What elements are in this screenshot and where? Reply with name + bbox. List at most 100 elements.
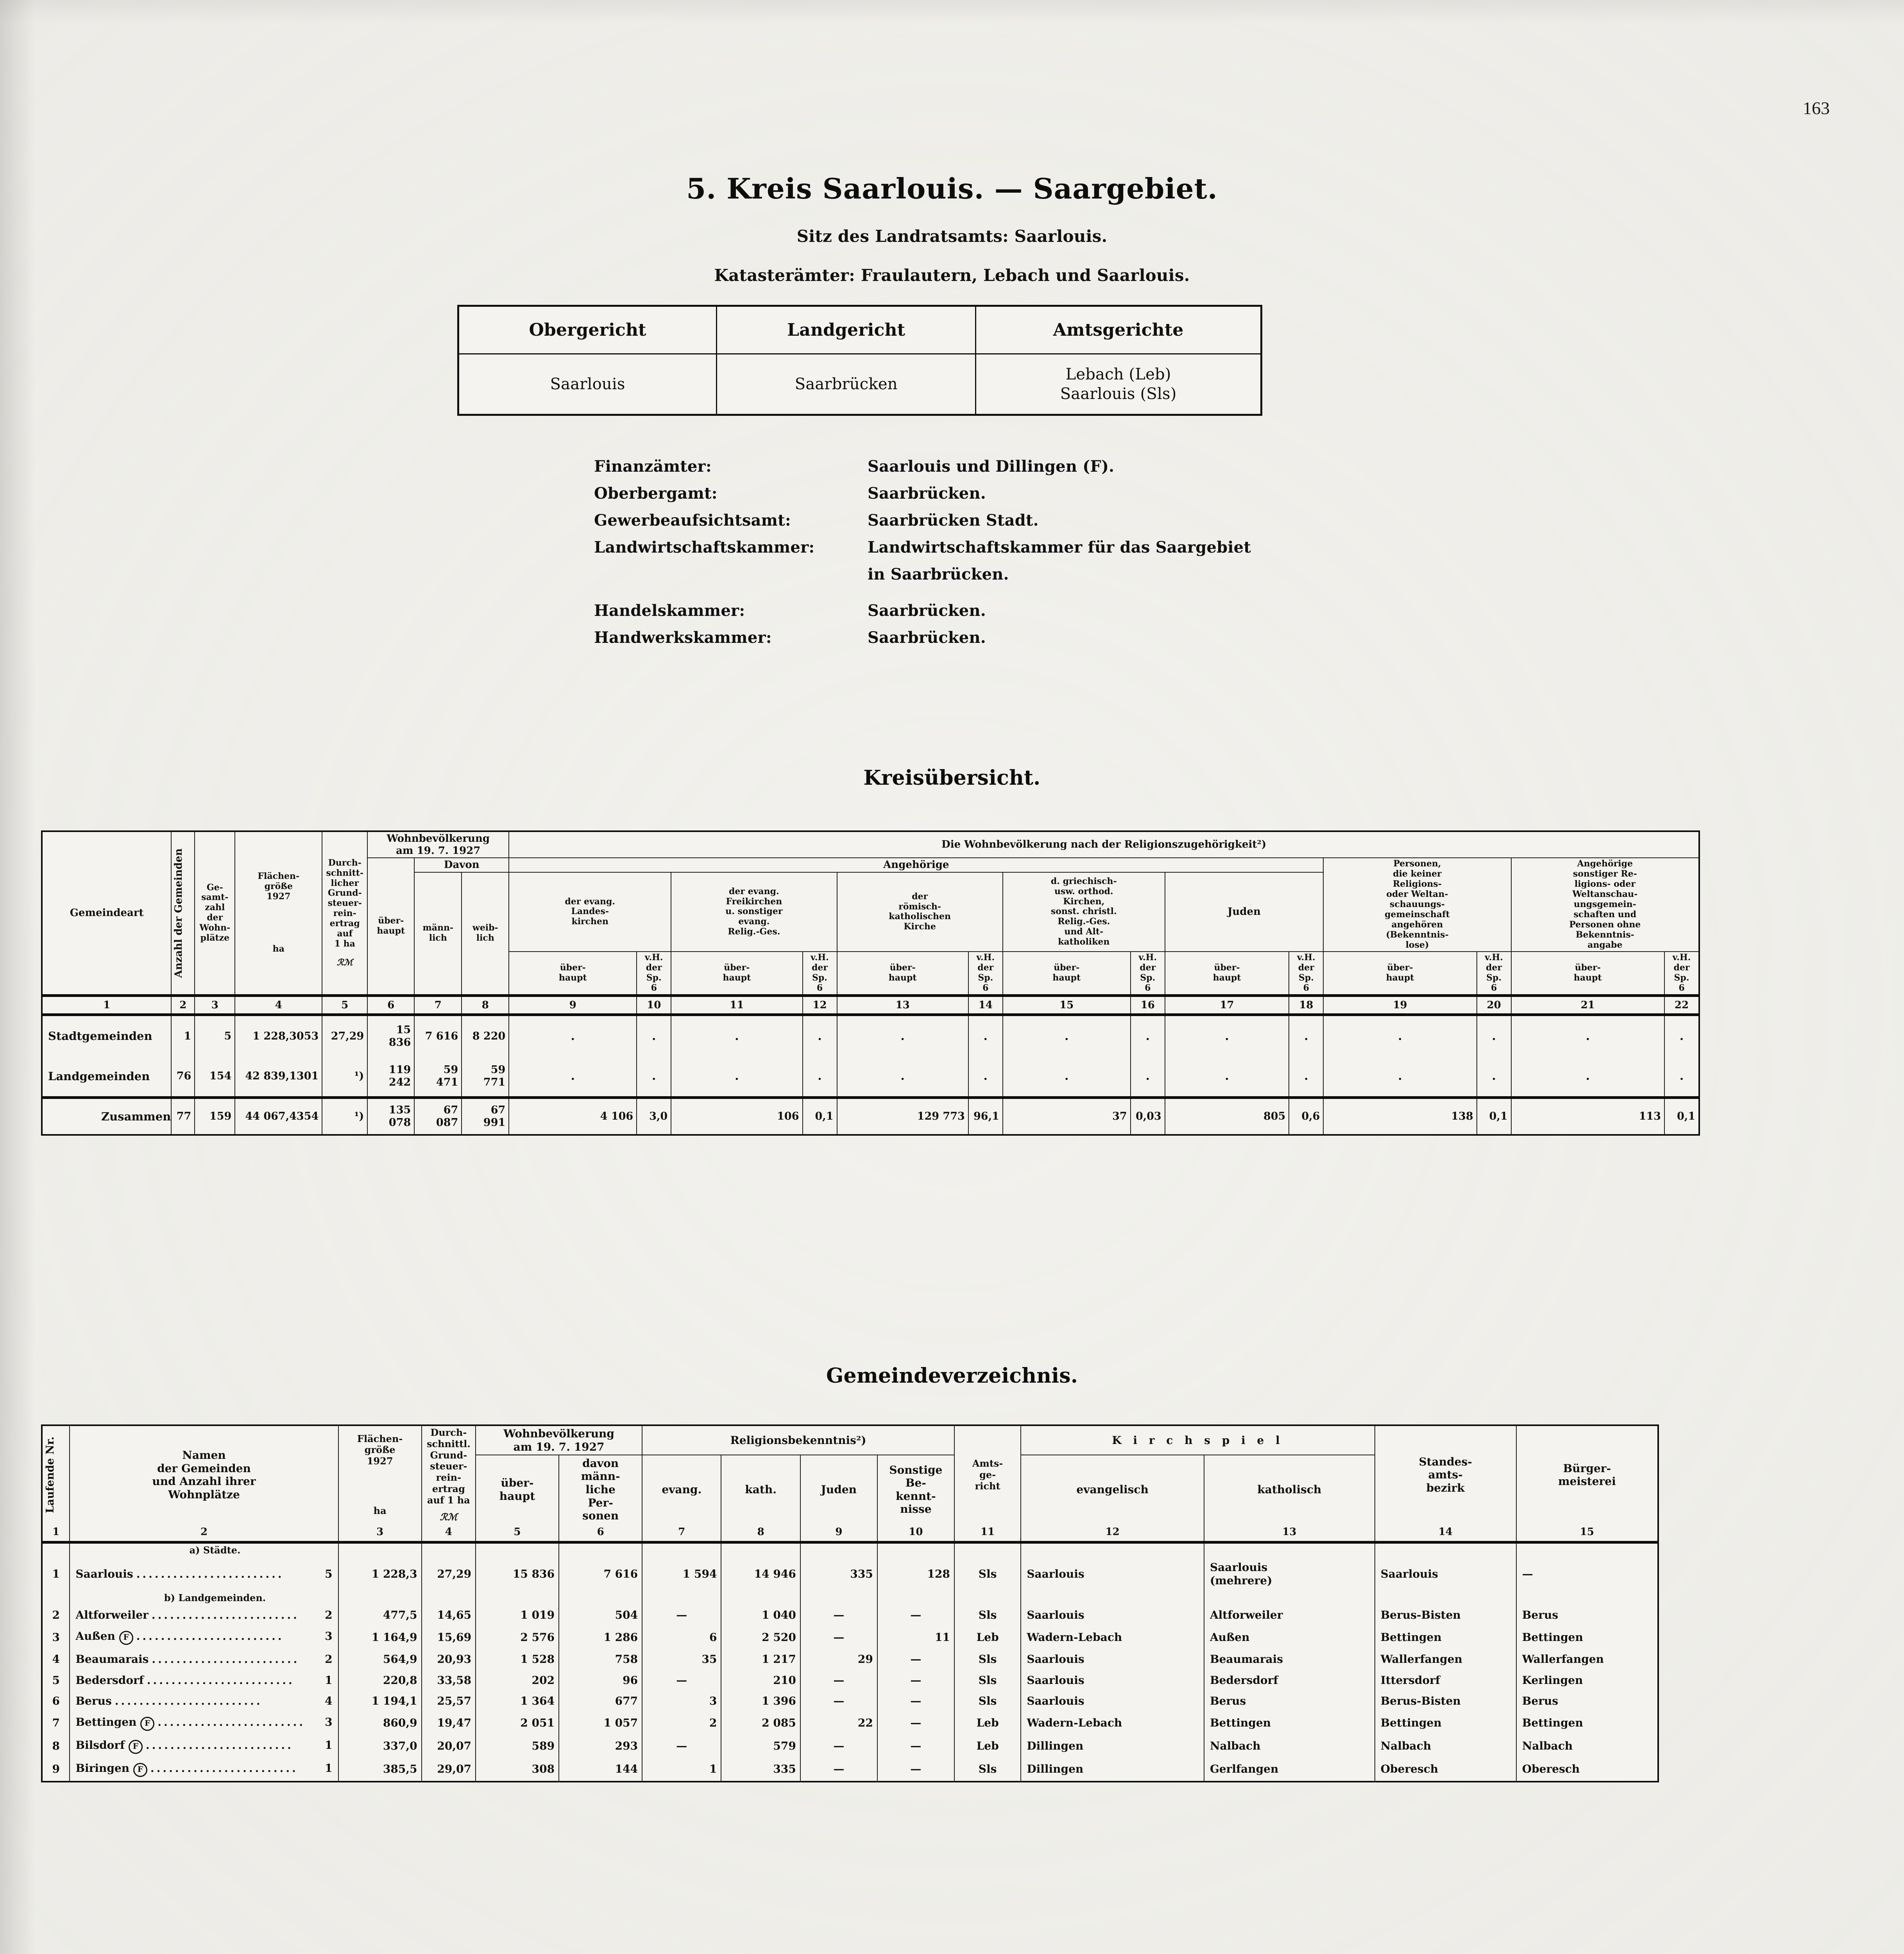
gem-cell-maenn: 293 [558,1734,643,1758]
gem-cell-nr: 6 [41,1691,70,1712]
gem-cell-flaeche: 385,5 [338,1757,422,1782]
gem-cell-juden: 29 [800,1648,878,1670]
kreis-cell-religion-13: . [836,1015,969,1056]
courts-header-row: Obergericht Landgericht Amtsgerichte [457,305,1262,354]
authority-row: Gewerbeaufsichtsamt: Saarbrücken Stadt. [594,511,1649,530]
gem-cell-ueberhaupt: 1 528 [475,1648,560,1670]
gem-wohnplatz-count: 1 [325,1738,333,1752]
kreis-col-religion-group: Die Wohnbevölkerung nach der Religionszu… [508,831,1700,859]
gem-cell-standesamt: Bettingen [1374,1711,1517,1735]
authority-row-cont: in Saarbrücken. [594,565,1649,583]
gem-group-empty [800,1591,878,1605]
gem-group-empty [1203,1542,1375,1557]
gem-cell-nr: 3 [41,1625,70,1649]
gem-cell-buergermeisterei: Bettingen [1516,1625,1659,1649]
kreis-cell-religion-10: . [636,1056,672,1098]
gem-cell-buergermeisterei: Kerlingen [1516,1669,1659,1691]
kreis-cell-c7: 59 471 [414,1056,462,1098]
kreis-cell-c8: 67 991 [461,1097,510,1135]
gem-cell-ueberhaupt: 2 576 [475,1625,560,1649]
gem-colnumber: 14 [1374,1524,1517,1542]
leader-dots: ........................ [115,1695,263,1708]
gem-group-empty [800,1542,878,1557]
kreis-colnumber: 5 [322,995,368,1015]
gem-col-namen: Namen der Gemeinden und Anzahl ihrer Woh… [69,1425,339,1524]
kreis-cell-c7: 7 616 [414,1015,462,1056]
gem-cell-flaeche: 477,5 [338,1605,422,1626]
gem-group-empty [558,1542,643,1557]
gem-cell-nr: 9 [41,1757,70,1782]
kreis-col-sonstige-religion: Angehörige sonstiger Re- ligions- oder W… [1510,858,1700,952]
gem-group-empty [642,1591,722,1605]
kreis-cell-c3: 5 [194,1015,236,1056]
gem-cell-juden: — [800,1669,878,1691]
kreis-cell-c4: 44 067,4354 [234,1097,323,1135]
gem-cell-kirch_ev: Dillingen [1020,1757,1204,1782]
gem-group-empty [1374,1542,1517,1557]
gem-group-empty [1516,1591,1659,1605]
gem-group-empty [1516,1542,1659,1557]
kreis-col-gesamtzahl-wohnplaetze: Ge- samt- zahl der Wohn- plätze [194,831,236,996]
kreis-sub-evang-landes-vh: v.H. der Sp. 6 [636,951,672,996]
page-title: 5. Kreis Saarlouis. — Saargebiet. [686,172,1218,205]
kreis-colnumber: 19 [1323,995,1477,1015]
gem-cell-sonst: — [877,1648,955,1670]
gem-cell-name: Saarlouis........................ 5 [69,1557,339,1591]
gem-cell-amtsgericht: Sls [954,1669,1022,1691]
gem-cell-evang: — [642,1734,722,1758]
kreis-col-gemeindeart: Gemeindeart [41,831,172,996]
gem-cell-grund: 15,69 [421,1625,476,1649]
gem-col-wohnbevoelkerung: Wohnbevölkerung am 19. 7. 1927 [475,1425,643,1456]
gem-group-spacer [41,1591,70,1605]
gem-cell-evang: 35 [642,1648,722,1670]
gem-cell-nr: 7 [41,1711,70,1735]
kreis-cell-religion-20: . [1476,1015,1512,1056]
gem-col-kirchspiel-katholisch: katholisch [1203,1455,1375,1524]
gem-cell-standesamt: Ittersdorf [1374,1669,1517,1691]
kreis-colnumber-row: 1 2 3 4 5 6 7 8 9 10 11 12 13 14 15 16 17 18 19 20 21 22 [41,995,1700,1015]
gem-cell-sonst: — [877,1711,955,1735]
gem-cell-evang: 1 [642,1757,722,1782]
gem-cell-kirch_ev: Wadern-Lebach [1020,1711,1204,1735]
kreis-cell-c4: 42 839,1301 [234,1056,323,1098]
kreis-col-weiblich: weib- lich [461,872,510,996]
gem-cell-grund: 20,93 [421,1648,476,1670]
kreis-total-row: Zusammen 77 159 44 067,4354 ¹) 135 078 67 087 6… [41,1097,1700,1135]
kreis-header-row-2: über- haupt Davon Angehörige Personen, d… [42,858,1700,996]
gem-cell-kath: 14 946 [721,1557,801,1591]
gem-group-empty [475,1591,560,1605]
kreis-col-evang-landeskirchen: der evang. Landes- kirchen [508,872,672,952]
gem-cell-kath: 1 396 [721,1691,801,1712]
kreis-sub-kath-uh: über- haupt [836,951,969,996]
gem-gemeinde-name: Bilsdorf F [75,1739,143,1754]
gem-group-heading-row: b) Landgemeinden. [41,1591,1659,1605]
gem-cell-maenn: 758 [558,1648,643,1670]
authority-label: Gewerbeaufsichtsamt: [594,511,791,530]
kreis-cell-c5: ¹) [322,1056,368,1098]
gem-wohnplatz-count: 3 [325,1715,333,1729]
gem-cell-maenn: 1 057 [558,1711,643,1735]
courts-header-landgericht: Landgericht [716,305,977,354]
kreis-col-anzahl-gemeinden: Anzahl der Gemeinden [173,848,185,978]
gem-cell-sonst: — [877,1605,955,1626]
courts-value-landgericht: Saarbrücken [716,353,977,415]
kreis-colnumber: 20 [1476,995,1512,1015]
gem-cell-kirch_kath: Bettingen [1203,1711,1375,1735]
kreis-cell-c4: 1 228,3053 [234,1015,323,1056]
kreis-cell-religion-12: 0,1 [802,1097,837,1135]
gem-colnumber: 4 [421,1524,476,1542]
gem-table-row: 9 Biringen F........................ 1 385,… [41,1757,1659,1782]
kreis-cell-c6: 15 836 [367,1015,415,1056]
gem-colnumber-row: 1 2 3 4 5 6 7 8 9 10 11 12 13 14 15 [41,1524,1659,1542]
gem-wohnplatz-count: 2 [325,1652,333,1666]
kreis-row-label: Zusammen [41,1097,172,1135]
authority-row: Landwirtschaftskammer: Landwirtschaftskam… [594,538,1649,556]
gem-cell-standesamt: Nalbach [1374,1734,1517,1758]
kreis-colnumber: 12 [802,995,837,1015]
gem-group-empty [421,1542,476,1557]
gemeinde-section-title: Gemeindeverzeichnis. [826,1364,1078,1388]
gem-cell-sonst: — [877,1669,955,1691]
gem-cell-grund: 33,58 [421,1669,476,1691]
gem-col-standesamt: Standes- amts- bezirk [1374,1425,1517,1524]
gem-cell-maenn: 7 616 [558,1557,643,1591]
